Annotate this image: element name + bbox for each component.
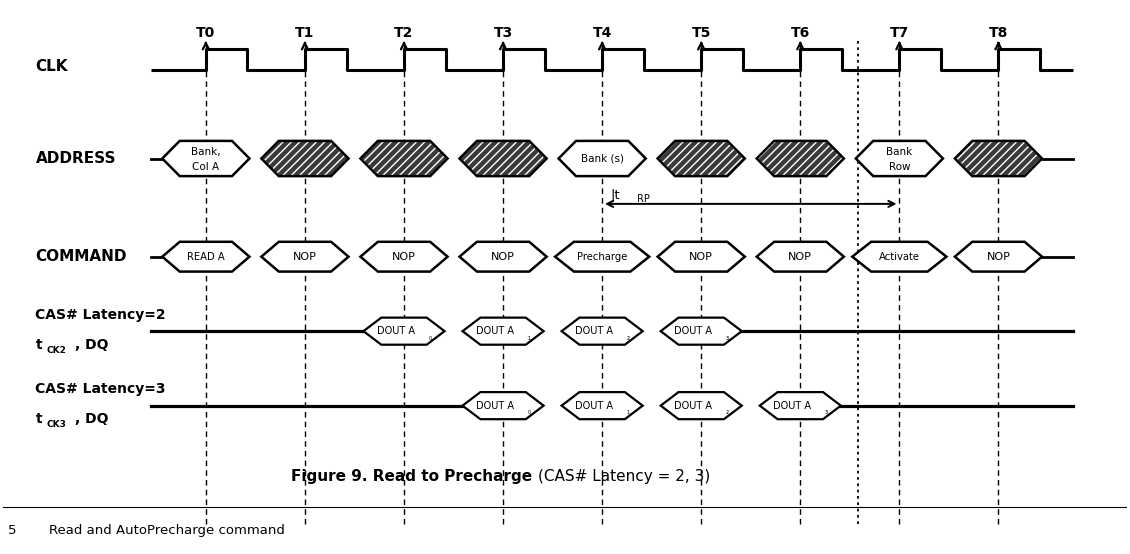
Polygon shape	[955, 141, 1042, 176]
Text: DOUT A: DOUT A	[377, 326, 415, 336]
Text: RP: RP	[637, 194, 650, 204]
Text: , DQ: , DQ	[75, 412, 108, 426]
Text: (CAS# Latency = 2, 3): (CAS# Latency = 2, 3)	[538, 469, 710, 484]
Text: NOP: NOP	[789, 252, 812, 261]
Text: , DQ: , DQ	[75, 338, 108, 352]
Text: CK3: CK3	[46, 420, 67, 429]
Text: DOUT A: DOUT A	[773, 401, 811, 411]
Text: DOUT A: DOUT A	[575, 401, 614, 411]
Polygon shape	[855, 141, 942, 176]
Text: T4: T4	[592, 26, 611, 40]
Text: Bank: Bank	[886, 147, 913, 157]
Text: DOUT A: DOUT A	[675, 401, 712, 411]
Text: CK2: CK2	[46, 346, 67, 355]
Text: T0: T0	[197, 26, 216, 40]
Text: DOUT A: DOUT A	[476, 326, 514, 336]
Text: ₃: ₃	[725, 333, 729, 342]
Polygon shape	[360, 141, 447, 176]
Polygon shape	[757, 141, 844, 176]
Text: COMMAND: COMMAND	[35, 249, 127, 264]
Polygon shape	[661, 392, 741, 419]
Text: ₃: ₃	[825, 407, 827, 416]
Text: Activate: Activate	[879, 252, 920, 261]
Polygon shape	[955, 242, 1042, 271]
Polygon shape	[555, 242, 650, 271]
Polygon shape	[460, 242, 547, 271]
Polygon shape	[759, 392, 841, 419]
Text: ₀: ₀	[428, 333, 432, 342]
Polygon shape	[658, 242, 745, 271]
Text: ₀: ₀	[528, 407, 530, 416]
Text: ₁: ₁	[528, 333, 530, 342]
Text: DOUT A: DOUT A	[575, 326, 614, 336]
Text: DOUT A: DOUT A	[675, 326, 712, 336]
Text: ₂: ₂	[725, 407, 729, 416]
Text: T5: T5	[692, 26, 711, 40]
Text: ₂: ₂	[626, 333, 629, 342]
Polygon shape	[558, 141, 645, 176]
Text: T8: T8	[989, 26, 1008, 40]
Polygon shape	[360, 242, 447, 271]
Polygon shape	[462, 317, 544, 345]
Text: NOP: NOP	[986, 252, 1010, 261]
Text: Read and AutoPrecharge command: Read and AutoPrecharge command	[33, 525, 286, 537]
Polygon shape	[562, 317, 643, 345]
Polygon shape	[757, 242, 844, 271]
Text: DOUT A: DOUT A	[476, 401, 514, 411]
Polygon shape	[261, 141, 348, 176]
Text: T6: T6	[791, 26, 810, 40]
Text: CAS# Latency=2: CAS# Latency=2	[35, 308, 166, 322]
Polygon shape	[661, 317, 741, 345]
Text: |t: |t	[610, 188, 619, 202]
Text: CLK: CLK	[35, 59, 68, 74]
Text: T7: T7	[889, 26, 909, 40]
Text: 5: 5	[8, 525, 16, 537]
Polygon shape	[163, 242, 250, 271]
Text: t: t	[35, 338, 42, 352]
Text: Bank (s): Bank (s)	[581, 153, 624, 163]
Polygon shape	[460, 141, 547, 176]
Text: NOP: NOP	[689, 252, 713, 261]
Text: NOP: NOP	[492, 252, 515, 261]
Text: Col A: Col A	[192, 162, 219, 172]
Polygon shape	[261, 242, 348, 271]
Polygon shape	[852, 242, 947, 271]
Text: T3: T3	[494, 26, 513, 40]
Polygon shape	[562, 392, 643, 419]
Polygon shape	[462, 392, 544, 419]
Text: ADDRESS: ADDRESS	[35, 151, 116, 166]
Text: Precharge: Precharge	[577, 252, 627, 261]
Text: Bank,: Bank,	[191, 147, 220, 157]
Text: CAS# Latency=3: CAS# Latency=3	[35, 382, 166, 397]
Polygon shape	[658, 141, 745, 176]
Text: READ A: READ A	[186, 252, 225, 261]
Text: ₁: ₁	[626, 407, 629, 416]
Polygon shape	[163, 141, 250, 176]
Text: NOP: NOP	[293, 252, 316, 261]
Text: Figure 9. Read to Precharge: Figure 9. Read to Precharge	[292, 469, 538, 484]
Text: t: t	[35, 412, 42, 426]
Text: T1: T1	[295, 26, 314, 40]
Text: NOP: NOP	[392, 252, 416, 261]
Text: T2: T2	[394, 26, 414, 40]
Polygon shape	[364, 317, 444, 345]
Text: Row: Row	[888, 162, 910, 172]
